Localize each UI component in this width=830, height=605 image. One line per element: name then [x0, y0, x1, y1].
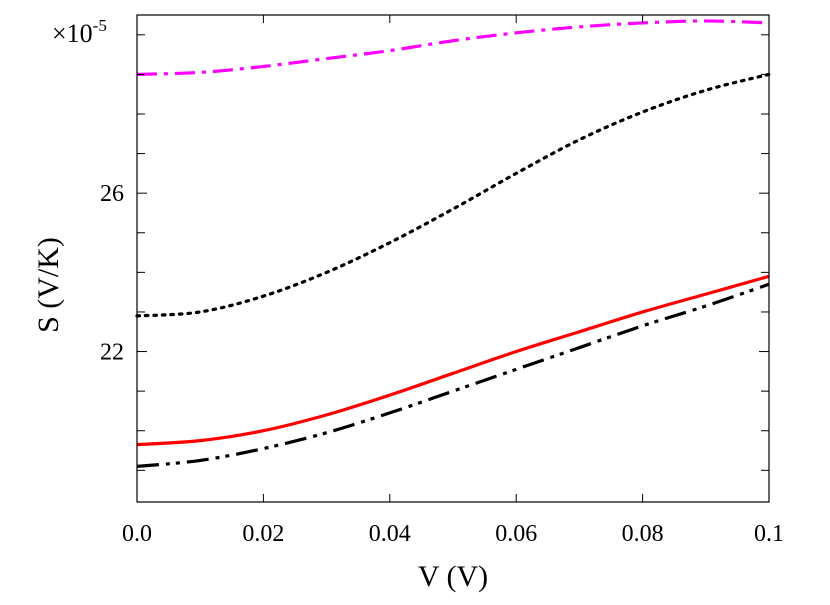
y-axis-label: S (V/K)	[32, 237, 65, 333]
series-line-2	[135, 72, 771, 318]
axis-ticks	[136, 15, 770, 502]
series-lines	[135, 19, 771, 468]
tick-labels: 0.0 0.02 0.04 0.06 0.08 0.1 22 26	[100, 181, 784, 547]
x-tick-label: 0.1	[754, 521, 784, 547]
x-tick-label: 0.0	[122, 521, 152, 547]
y-multiplier-base: ×10	[52, 19, 93, 48]
y-multiplier-exponent: -5	[93, 16, 107, 35]
plot-frame	[136, 14, 770, 503]
x-tick-label: 0.08	[622, 521, 664, 547]
y-tick-label: 22	[100, 340, 124, 366]
x-tick-label: 0.02	[242, 521, 284, 547]
series-line-1	[136, 19, 770, 76]
x-tick-label: 0.04	[369, 521, 411, 547]
series-line-4	[136, 282, 770, 468]
y-tick-label: 26	[100, 181, 124, 207]
x-axis-label: V (V)	[418, 560, 488, 593]
y-multiplier: ×10-5	[52, 16, 107, 48]
series-line-3	[136, 274, 770, 447]
x-tick-label: 0.06	[495, 521, 537, 547]
